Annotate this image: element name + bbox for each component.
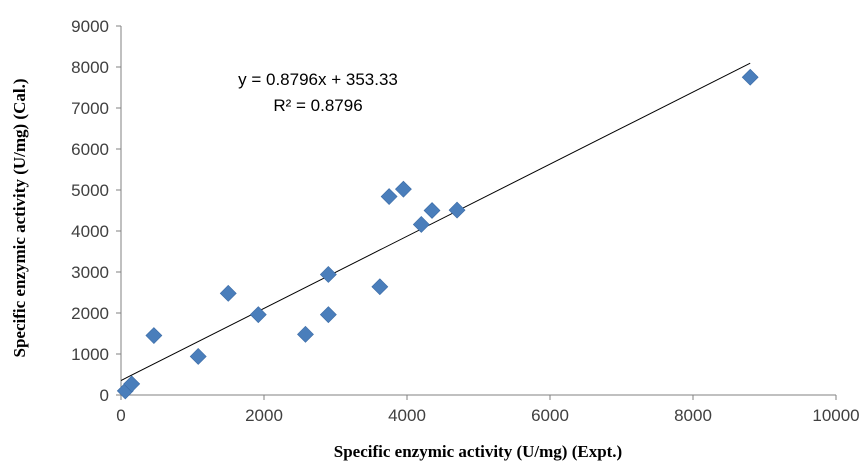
data-point (297, 325, 314, 343)
x-tick-labels: 0 2000 4000 6000 8000 10000 (116, 406, 859, 425)
data-point (319, 306, 337, 324)
y-tick-label: 9000 (71, 17, 109, 36)
trendline (120, 62, 751, 381)
x-axis-title: Specific enzymic activity (U/mg) (Expt.) (334, 442, 622, 461)
x-tick-label: 2000 (245, 406, 283, 425)
data-point (741, 68, 759, 86)
data-point (189, 348, 207, 365)
data-point (123, 375, 141, 393)
y-tick-label: 4000 (71, 222, 109, 241)
data-point (448, 201, 466, 219)
data-point (319, 266, 337, 283)
data-point (395, 180, 412, 198)
x-tick-label: 8000 (674, 406, 712, 425)
y-axis-title: Specific enzymic activity (U/mg) (Cal.) (10, 79, 29, 358)
y-tick-label: 2000 (71, 304, 109, 323)
y-tick-label: 0 (100, 386, 109, 405)
y-tick-labels: 0 1000 2000 3000 4000 5000 6000 7000 8000 9000 (71, 17, 109, 405)
data-point (371, 278, 389, 296)
data-points (116, 68, 759, 400)
data-point (412, 216, 430, 233)
x-tick-label: 0 (116, 406, 125, 425)
y-tick-label: 3000 (71, 263, 109, 282)
r-squared-label: R² = 0.8796 (273, 96, 362, 115)
data-point (249, 306, 267, 324)
y-tick-label: 7000 (71, 99, 109, 118)
tick-marks (116, 25, 837, 400)
y-tick-label: 1000 (71, 345, 109, 364)
data-point (380, 188, 398, 205)
x-tick-label: 10000 (812, 406, 859, 425)
x-tick-label: 4000 (388, 406, 426, 425)
data-point (145, 327, 163, 344)
trendline-equation: y = 0.8796x + 353.33 (238, 70, 398, 89)
data-point (219, 284, 237, 302)
y-tick-label: 5000 (71, 181, 109, 200)
x-tick-label: 6000 (531, 406, 569, 425)
y-tick-label: 6000 (71, 140, 109, 159)
data-point (423, 202, 441, 219)
y-tick-label: 8000 (71, 58, 109, 77)
axes (120, 26, 836, 396)
